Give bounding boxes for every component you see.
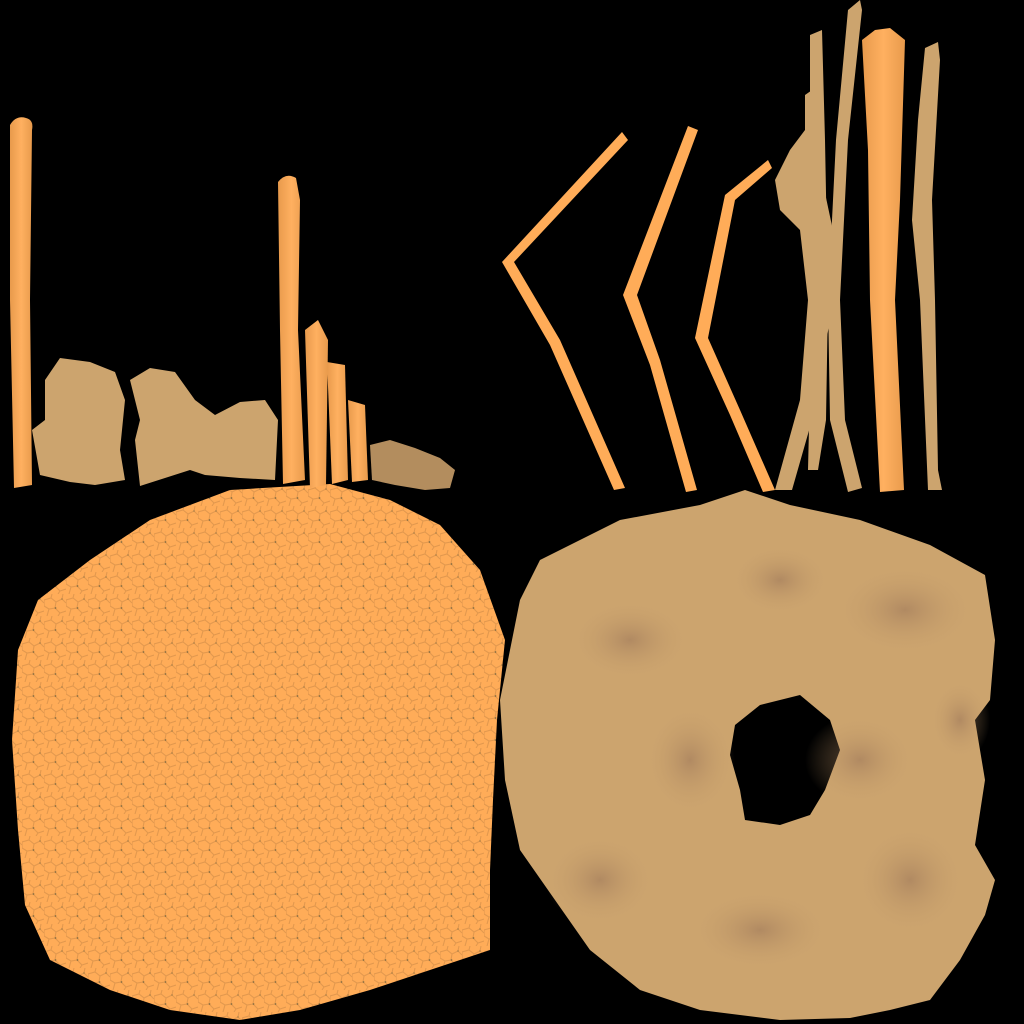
right-strips bbox=[502, 0, 942, 492]
left-strips bbox=[10, 117, 455, 490]
orange-disc bbox=[12, 484, 505, 1020]
tan-ring bbox=[500, 490, 995, 1020]
